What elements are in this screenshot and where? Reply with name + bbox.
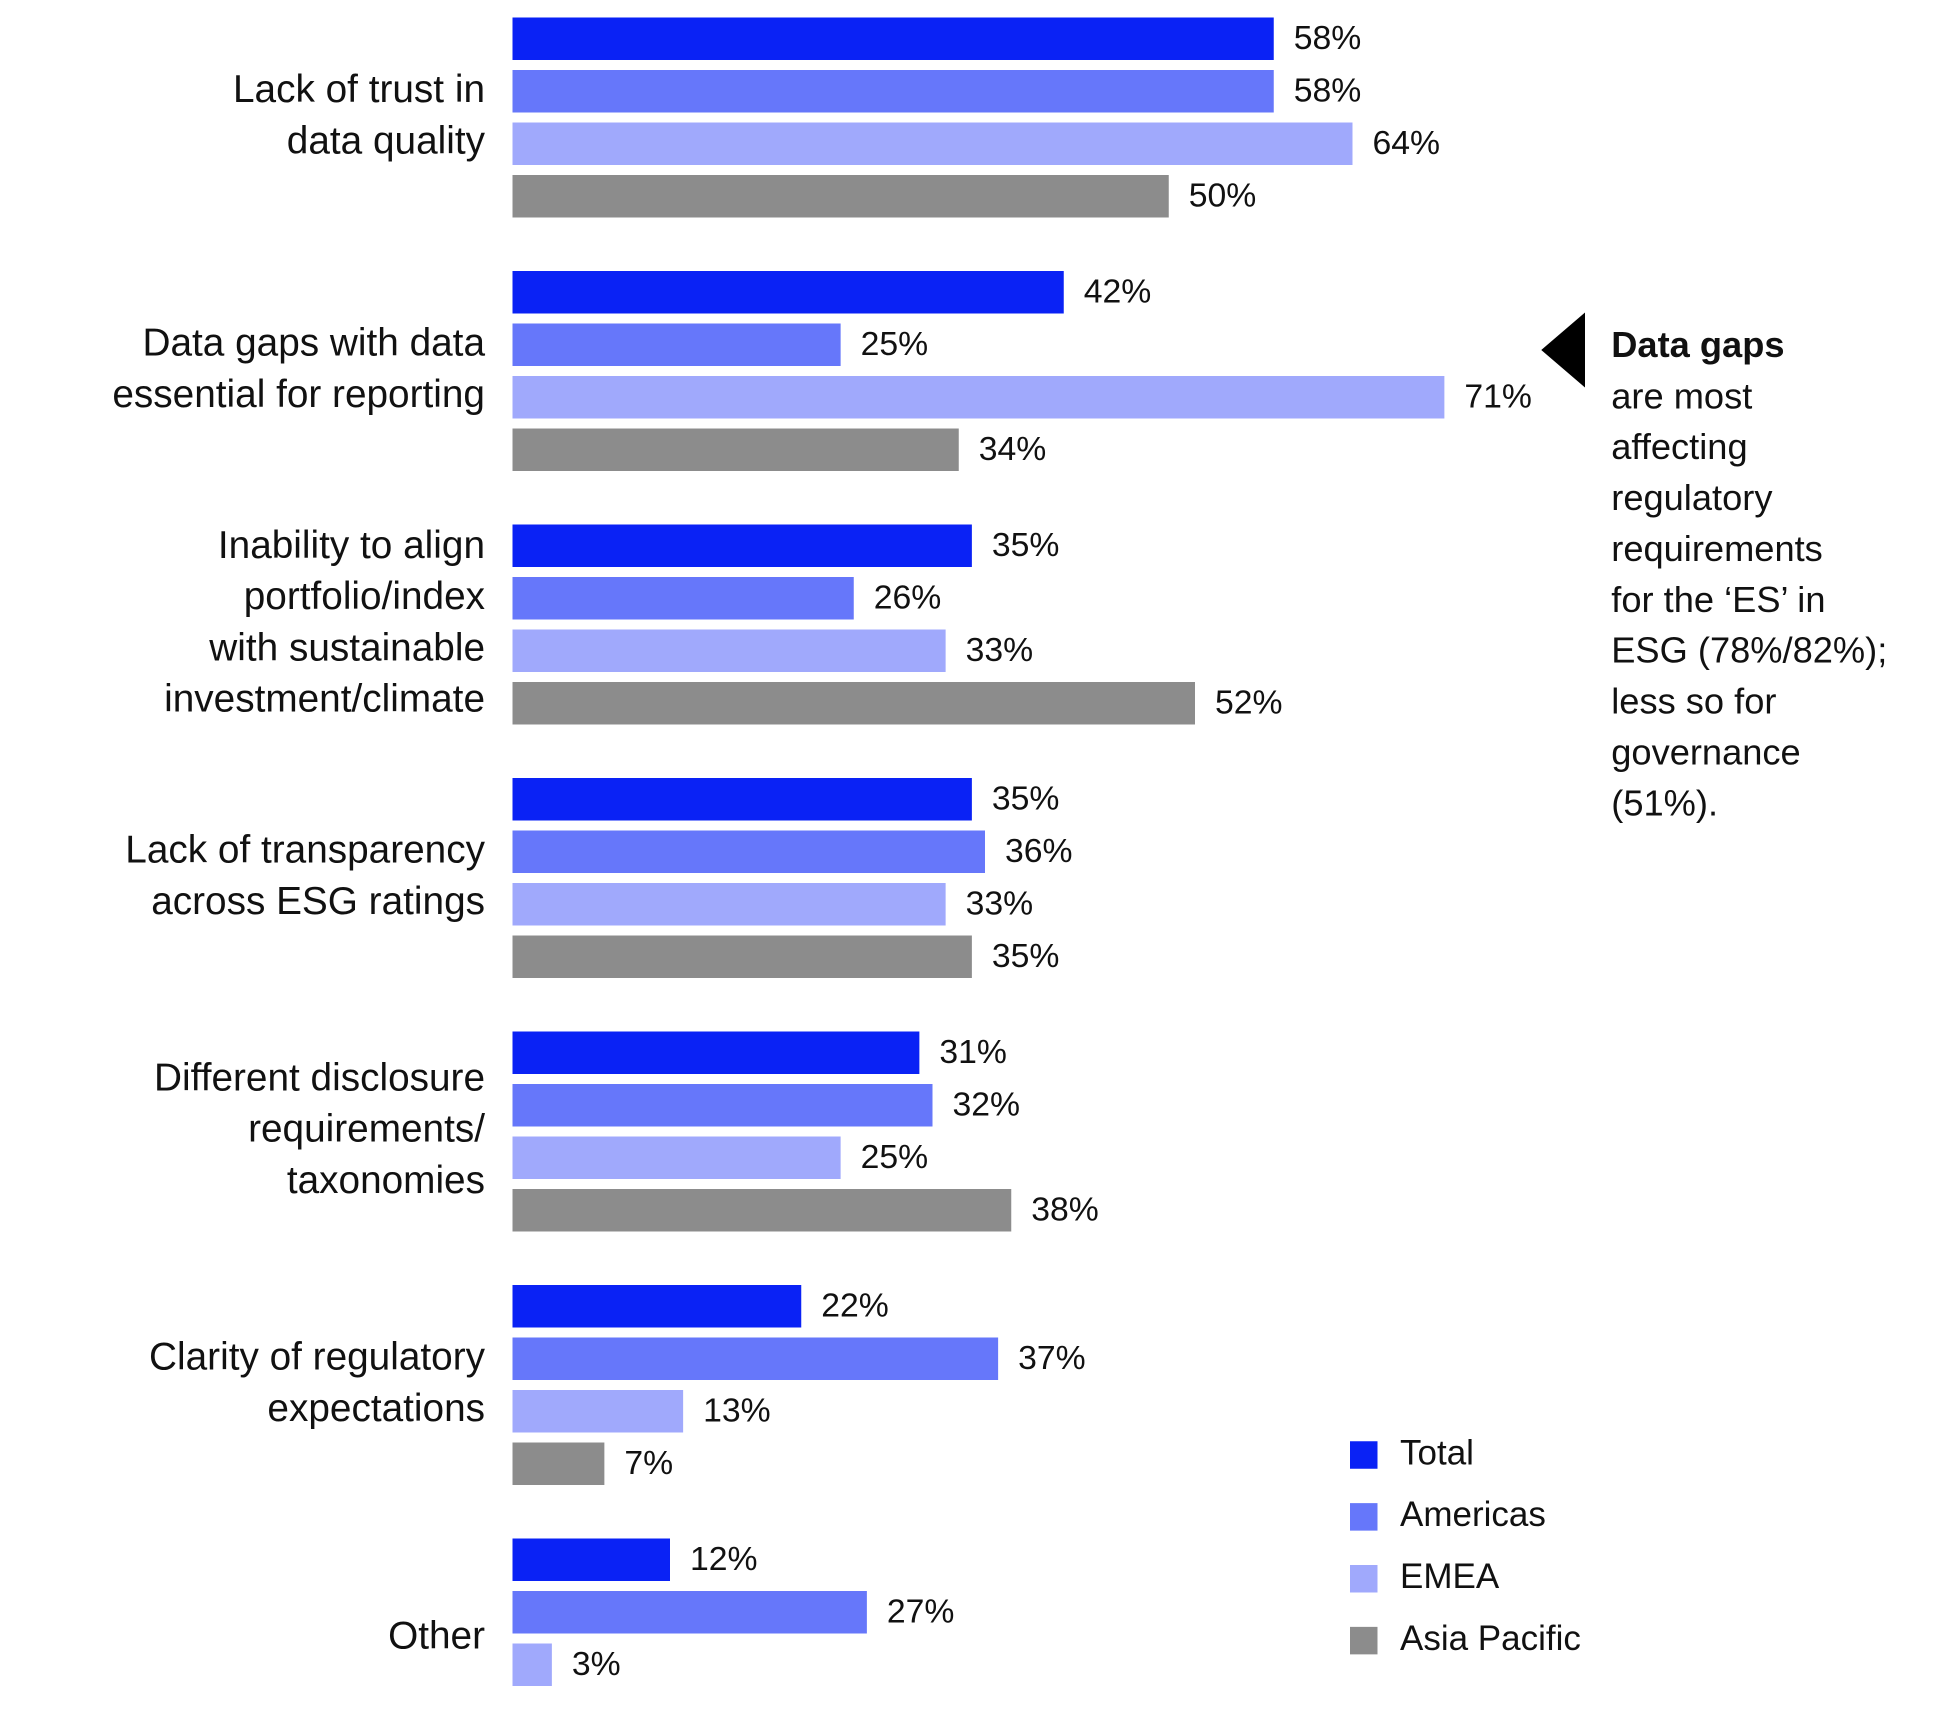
value-label: 58% bbox=[1294, 19, 1362, 57]
category-label: Lack of transparency bbox=[125, 829, 485, 872]
legend-label: Asia Pacific bbox=[1400, 1619, 1581, 1658]
category-label: Data gaps with data bbox=[142, 322, 485, 365]
bar bbox=[512, 1189, 1012, 1232]
annotation-text: governance bbox=[1611, 731, 1800, 772]
value-label: 35% bbox=[992, 526, 1060, 564]
category-label: with sustainable bbox=[208, 626, 485, 669]
annotation-text: for the ‘ES’ in bbox=[1611, 579, 1825, 620]
legend-label: EMEA bbox=[1400, 1557, 1500, 1596]
value-label: 25% bbox=[861, 1138, 929, 1176]
value-label: 71% bbox=[1464, 377, 1532, 415]
category-label: essential for reporting bbox=[112, 373, 485, 416]
bar bbox=[512, 682, 1195, 725]
value-label: 64% bbox=[1373, 124, 1441, 162]
value-label: 22% bbox=[821, 1286, 889, 1324]
bar bbox=[512, 1031, 920, 1074]
bar bbox=[512, 1643, 552, 1686]
value-label: 7% bbox=[624, 1444, 673, 1482]
legend-label: Total bbox=[1400, 1433, 1474, 1472]
bar bbox=[512, 629, 946, 672]
annotation-arrow bbox=[1541, 312, 1585, 388]
value-label: 52% bbox=[1215, 683, 1283, 721]
category-label: data quality bbox=[287, 119, 486, 162]
chart-body: Lack of trust in data quality 58% 58% 64% 50%… bbox=[112, 17, 1887, 1686]
legend-swatch bbox=[1350, 1441, 1378, 1469]
bar bbox=[512, 376, 1445, 419]
value-label: 58% bbox=[1294, 71, 1362, 109]
value-label: 35% bbox=[992, 779, 1060, 817]
value-label: 12% bbox=[690, 1540, 758, 1578]
bar bbox=[512, 70, 1274, 113]
category-label: expectations bbox=[267, 1387, 485, 1430]
category-label: Other bbox=[388, 1615, 485, 1658]
bar bbox=[512, 778, 972, 821]
bar bbox=[512, 524, 972, 567]
bar bbox=[512, 323, 841, 366]
annotation-text: affecting bbox=[1611, 426, 1747, 467]
bar bbox=[512, 1084, 933, 1127]
category-label: portfolio/index bbox=[244, 575, 485, 618]
value-label: 33% bbox=[966, 884, 1034, 922]
category-label: requirements/ bbox=[248, 1108, 485, 1151]
annotation-title: Data gaps bbox=[1611, 324, 1784, 365]
bar bbox=[512, 1337, 999, 1380]
bar bbox=[512, 428, 959, 471]
bar bbox=[512, 1538, 670, 1581]
bar bbox=[512, 1390, 684, 1433]
bar bbox=[512, 883, 946, 926]
value-label: 37% bbox=[1018, 1339, 1086, 1377]
annotation-text: are most bbox=[1611, 375, 1752, 416]
value-label: 38% bbox=[1031, 1190, 1099, 1228]
annotation-text: regulatory bbox=[1611, 477, 1773, 518]
annotation-text: ESG (78%/82%); bbox=[1611, 630, 1887, 671]
bar bbox=[512, 1136, 841, 1179]
category-label: Different disclosure bbox=[154, 1056, 485, 1099]
bar bbox=[512, 830, 985, 873]
category-label: taxonomies bbox=[287, 1159, 485, 1202]
value-label: 33% bbox=[966, 631, 1034, 669]
value-label: 25% bbox=[861, 325, 929, 363]
value-label: 50% bbox=[1189, 176, 1257, 214]
bar bbox=[512, 175, 1169, 218]
bar bbox=[512, 122, 1353, 165]
value-label: 32% bbox=[953, 1085, 1021, 1123]
annotation-text: requirements bbox=[1611, 528, 1823, 569]
category-label: Clarity of regulatory bbox=[149, 1336, 486, 1379]
value-label: 42% bbox=[1084, 272, 1152, 310]
legend-swatch bbox=[1350, 1626, 1378, 1655]
category-label: across ESG ratings bbox=[151, 880, 485, 923]
value-label: 26% bbox=[874, 578, 942, 616]
value-label: 27% bbox=[887, 1592, 955, 1630]
annotation-text: less so for bbox=[1611, 681, 1776, 722]
legend-swatch bbox=[1350, 1565, 1378, 1593]
value-label: 13% bbox=[703, 1391, 771, 1429]
bar bbox=[512, 1442, 605, 1485]
legend-swatch bbox=[1350, 1503, 1378, 1531]
bar bbox=[512, 17, 1274, 60]
value-label: 31% bbox=[939, 1033, 1007, 1071]
value-label: 35% bbox=[992, 937, 1060, 975]
legend-label: Americas bbox=[1400, 1495, 1546, 1534]
bar bbox=[512, 1285, 802, 1328]
value-label: 36% bbox=[1005, 832, 1073, 870]
bar bbox=[512, 577, 854, 620]
category-label: investment/climate bbox=[164, 678, 485, 721]
bar bbox=[512, 1591, 867, 1634]
annotation-text: (51%). bbox=[1611, 782, 1718, 823]
value-label: 3% bbox=[572, 1645, 621, 1683]
category-label: Lack of trust in bbox=[233, 68, 485, 111]
category-label: Inability to align bbox=[218, 524, 485, 567]
value-label: 34% bbox=[979, 430, 1047, 468]
bar bbox=[512, 271, 1064, 314]
bar bbox=[512, 935, 972, 978]
